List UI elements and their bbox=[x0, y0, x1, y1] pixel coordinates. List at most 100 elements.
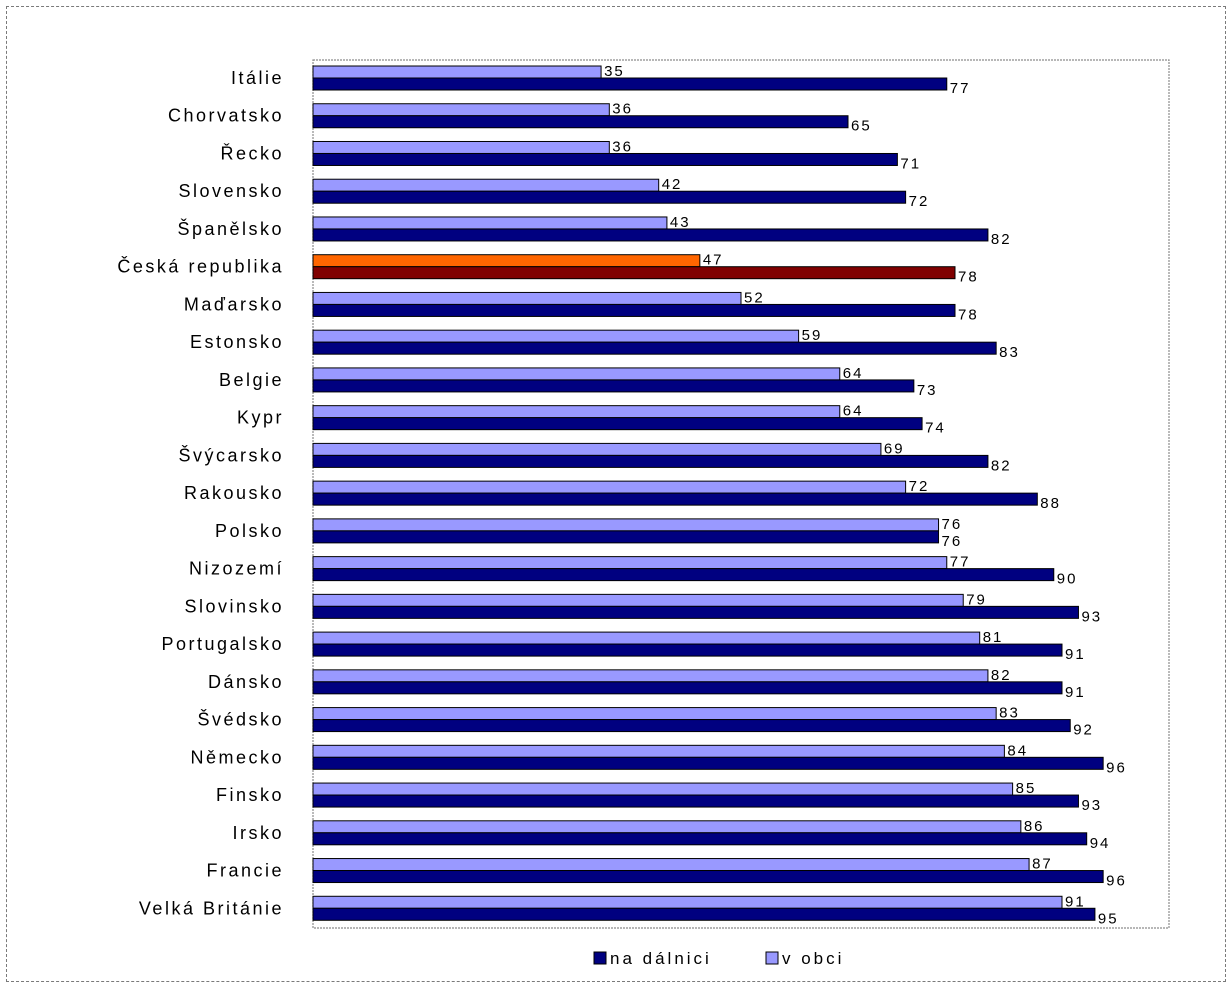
value-label-na-dalnici: 96 bbox=[1106, 873, 1127, 890]
legend-label: na dálnici bbox=[610, 949, 712, 968]
value-label-v-obci: 84 bbox=[1007, 742, 1028, 759]
category-label: Francie bbox=[206, 861, 284, 881]
value-label-v-obci: 81 bbox=[983, 629, 1004, 646]
bar-na-dalnici bbox=[312, 303, 956, 317]
value-label-v-obci: 77 bbox=[950, 554, 971, 571]
value-label-v-obci: 36 bbox=[612, 138, 633, 155]
category-label: Irsko bbox=[232, 823, 284, 843]
value-label-na-dalnici: 72 bbox=[909, 193, 930, 210]
bar-v-obci bbox=[312, 669, 989, 683]
value-label-na-dalnici: 76 bbox=[942, 533, 963, 550]
value-label-v-obci: 72 bbox=[909, 478, 930, 495]
value-label-na-dalnici: 74 bbox=[925, 420, 946, 437]
bar-v-obci bbox=[312, 480, 907, 494]
bar-v-obci bbox=[312, 405, 841, 419]
bar-v-obci bbox=[312, 329, 800, 343]
category-label: Portugalsko bbox=[161, 634, 284, 654]
bar-na-dalnici bbox=[312, 870, 1104, 884]
value-label-na-dalnici: 82 bbox=[991, 231, 1012, 248]
value-label-v-obci: 82 bbox=[991, 667, 1012, 684]
bar-na-dalnici bbox=[312, 756, 1104, 770]
bar-v-obci bbox=[312, 140, 610, 154]
value-label-v-obci: 85 bbox=[1016, 780, 1037, 797]
category-label: Rakousko bbox=[184, 483, 284, 503]
category-label: Nizozemí bbox=[189, 559, 284, 579]
value-label-na-dalnici: 83 bbox=[999, 344, 1020, 361]
value-label-na-dalnici: 94 bbox=[1090, 835, 1111, 852]
bar-v-obci bbox=[312, 103, 610, 117]
bar-v-obci bbox=[312, 442, 882, 456]
category-label: Belgie bbox=[219, 370, 284, 390]
bar-na-dalnici bbox=[312, 228, 989, 242]
category-label: Česká republika bbox=[117, 256, 284, 277]
category-label: Německo bbox=[190, 747, 284, 767]
bar-na-dalnici bbox=[312, 568, 1055, 582]
value-label-v-obci: 47 bbox=[703, 252, 724, 269]
value-label-v-obci: 79 bbox=[966, 591, 987, 608]
bar-v-obci bbox=[312, 744, 1005, 758]
legend: na dálnici v obci bbox=[593, 949, 841, 968]
bar-na-dalnici bbox=[312, 681, 1063, 695]
category-label: Dánsko bbox=[208, 672, 284, 692]
value-label-na-dalnici: 73 bbox=[917, 382, 938, 399]
bar-v-obci bbox=[312, 65, 602, 79]
bar-na-dalnici bbox=[312, 417, 923, 431]
bar-na-dalnici bbox=[312, 454, 989, 468]
value-label-v-obci: 42 bbox=[662, 176, 683, 193]
legend-swatch bbox=[765, 951, 779, 965]
value-label-v-obci: 64 bbox=[843, 403, 864, 420]
value-label-na-dalnici: 65 bbox=[851, 118, 872, 135]
bar-v-obci bbox=[312, 178, 660, 192]
value-label-v-obci: 83 bbox=[999, 705, 1020, 722]
bar-na-dalnici bbox=[312, 719, 1071, 733]
bar-na-dalnici bbox=[312, 907, 1096, 921]
value-label-v-obci: 87 bbox=[1032, 856, 1053, 873]
bar-v-obci bbox=[312, 782, 1014, 796]
category-label: Slovensko bbox=[178, 181, 284, 201]
value-label-v-obci: 69 bbox=[884, 440, 905, 457]
bar-na-dalnici bbox=[312, 832, 1088, 846]
category-label: Chorvatsko bbox=[168, 106, 284, 126]
bar-na-dalnici bbox=[312, 341, 997, 355]
value-label-v-obci: 35 bbox=[604, 63, 625, 80]
legend-swatch bbox=[593, 951, 607, 965]
bar-na-dalnici bbox=[312, 190, 907, 204]
bar-na-dalnici bbox=[312, 530, 940, 544]
bar-na-dalnici bbox=[312, 115, 849, 129]
bar-v-obci bbox=[312, 254, 701, 268]
bar-na-dalnici bbox=[312, 77, 948, 91]
value-label-na-dalnici: 88 bbox=[1040, 495, 1061, 512]
category-label: Velká Británie bbox=[139, 898, 284, 918]
value-label-na-dalnici: 78 bbox=[958, 306, 979, 323]
bar-na-dalnici bbox=[312, 643, 1063, 657]
bar-v-obci bbox=[312, 367, 841, 381]
value-label-na-dalnici: 91 bbox=[1065, 684, 1086, 701]
value-label-na-dalnici: 90 bbox=[1057, 571, 1078, 588]
value-label-na-dalnici: 92 bbox=[1073, 722, 1094, 739]
bar-v-obci bbox=[312, 631, 981, 645]
value-label-v-obci: 91 bbox=[1065, 893, 1086, 910]
bar-na-dalnici bbox=[312, 266, 956, 280]
value-label-na-dalnici: 93 bbox=[1081, 608, 1102, 625]
value-label-v-obci: 64 bbox=[843, 365, 864, 382]
bar-na-dalnici bbox=[312, 605, 1079, 619]
category-label: Slovinsko bbox=[184, 596, 284, 616]
value-label-v-obci: 52 bbox=[744, 289, 765, 306]
value-label-v-obci: 43 bbox=[670, 214, 691, 231]
category-label: Kypr bbox=[237, 408, 284, 428]
value-label-na-dalnici: 93 bbox=[1081, 797, 1102, 814]
category-label: Maďarsko bbox=[184, 294, 284, 314]
bar-na-dalnici bbox=[312, 794, 1079, 808]
category-label: Itálie bbox=[231, 68, 284, 88]
value-label-na-dalnici: 78 bbox=[958, 269, 979, 286]
bar-v-obci bbox=[312, 707, 997, 721]
bar-v-obci bbox=[312, 518, 940, 532]
value-label-na-dalnici: 96 bbox=[1106, 759, 1127, 776]
bar-v-obci bbox=[312, 556, 948, 570]
value-label-na-dalnici: 71 bbox=[900, 155, 921, 172]
bar-na-dalnici bbox=[312, 379, 915, 393]
value-label-v-obci: 59 bbox=[802, 327, 823, 344]
category-label: Řecko bbox=[220, 143, 284, 163]
bar-v-obci bbox=[312, 858, 1030, 872]
